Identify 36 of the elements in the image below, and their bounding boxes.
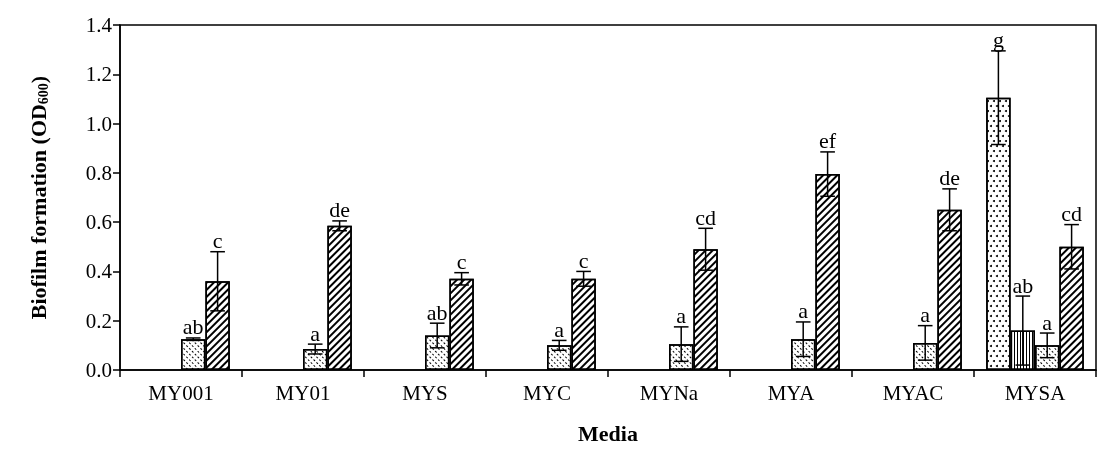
x-tick-label: MY01 — [275, 380, 331, 405]
x-tick-label: MYNa — [639, 380, 699, 405]
data-label: ab — [182, 314, 204, 340]
data-label: de — [329, 197, 350, 223]
y-tick-label: 1.2 — [85, 62, 112, 87]
data-label: c — [212, 228, 223, 254]
data-label: cd — [1061, 201, 1082, 227]
data-label: a — [676, 303, 687, 329]
data-label: g — [992, 27, 1004, 53]
x-axis-title: Media — [578, 420, 638, 446]
y-tick-label: 0.6 — [85, 210, 112, 235]
data-label: a — [310, 320, 321, 346]
data-label: a — [798, 298, 809, 324]
y-tick-label: 1.4 — [85, 13, 113, 37]
data-label: ab — [1012, 272, 1034, 298]
data-label: cd — [695, 204, 716, 230]
y-tick-label: 0.2 — [85, 308, 112, 333]
y-tick-label: 0.0 — [85, 358, 112, 382]
x-tick-label: MYC — [523, 380, 571, 405]
data-label: ab — [426, 299, 448, 325]
data-label: de — [939, 165, 960, 191]
data-label: a — [1042, 309, 1053, 335]
x-tick-label: MY001 — [148, 380, 214, 405]
y-tick-label: 1.0 — [85, 111, 112, 136]
data-label: a — [554, 316, 565, 342]
x-tick-label: MYA — [767, 380, 816, 405]
data-label: ef — [819, 128, 837, 154]
data-label: c — [456, 249, 467, 275]
data-label: a — [920, 302, 931, 328]
data-label: c — [578, 247, 589, 273]
y-axis-title: Biofilm formation (OD600) — [25, 75, 51, 320]
x-tick-label: MYS — [402, 380, 448, 405]
x-tick-label: MYSA — [1004, 380, 1067, 405]
y-tick-label: 0.4 — [85, 259, 113, 284]
y-tick-label: 0.8 — [85, 160, 112, 185]
x-tick-label: MYAC — [882, 380, 944, 405]
